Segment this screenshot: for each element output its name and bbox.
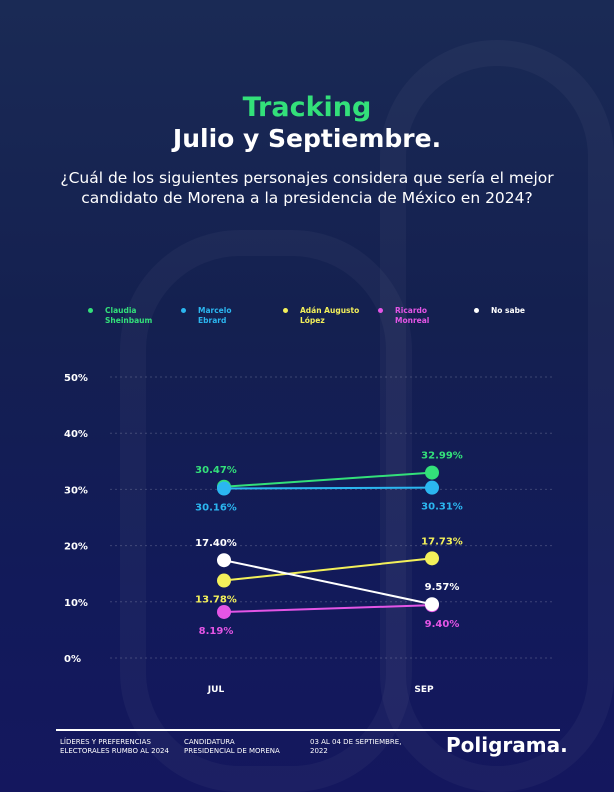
footer-study: LÍDERES Y PREFERENCIAS ELECTORALES RUMBO … bbox=[60, 738, 169, 756]
data-label: 30.16% bbox=[195, 503, 237, 514]
data-point bbox=[425, 597, 439, 612]
data-label: 9.57% bbox=[425, 582, 460, 593]
legend-dot-icon bbox=[378, 308, 383, 313]
data-point bbox=[217, 553, 231, 568]
legend-label: Ricardo Monreal bbox=[395, 306, 430, 325]
legend-item: Adán Augusto López bbox=[283, 306, 359, 326]
y-tick-label: 50% bbox=[64, 373, 88, 384]
footer-text: 2022 bbox=[310, 747, 328, 755]
data-point bbox=[425, 465, 439, 480]
data-point bbox=[217, 604, 231, 619]
poligrama-logo: Poligrama. bbox=[446, 733, 568, 757]
legend-dot-icon bbox=[474, 308, 479, 313]
data-label: 32.99% bbox=[421, 451, 463, 462]
y-tick-label: 30% bbox=[64, 485, 88, 496]
legend-item: Ricardo Monreal bbox=[378, 306, 429, 326]
footer-text: ELECTORALES RUMBO AL 2024 bbox=[60, 747, 169, 755]
series-line bbox=[223, 559, 433, 606]
series-line bbox=[223, 471, 433, 488]
legend-item: Marcelo Ebrard bbox=[181, 306, 231, 326]
title-tracking: Tracking bbox=[242, 92, 372, 123]
footer-text: 03 AL 04 DE SEPTIEMBRE, bbox=[310, 738, 402, 746]
footer-divider bbox=[56, 729, 560, 731]
series-line bbox=[223, 557, 433, 582]
series-line bbox=[223, 604, 433, 613]
data-label: 17.73% bbox=[421, 536, 463, 547]
legend-item: Claudia Sheinbaum bbox=[88, 306, 152, 326]
x-tick-label: JUL bbox=[207, 685, 225, 695]
survey-question: ¿Cuál de los siguientes personajes consi… bbox=[60, 169, 554, 207]
data-label: 30.31% bbox=[421, 502, 463, 513]
title-period: Julio y Septiembre. bbox=[172, 124, 442, 153]
data-label: 13.78% bbox=[195, 595, 237, 606]
data-label: 17.40% bbox=[195, 538, 237, 549]
y-tick-label: 20% bbox=[64, 542, 88, 553]
data-point bbox=[425, 551, 439, 566]
legend-label: No sabe bbox=[491, 306, 526, 315]
y-tick-label: 10% bbox=[64, 598, 88, 609]
legend-dot-icon bbox=[181, 308, 186, 313]
x-tick-label: SEP bbox=[414, 685, 434, 695]
footer-date: 03 AL 04 DE SEPTIEMBRE, 2022 bbox=[310, 738, 401, 756]
legend-label: Claudia Sheinbaum bbox=[105, 306, 153, 325]
y-tick-label: 0% bbox=[64, 654, 81, 665]
data-label: 30.47% bbox=[195, 465, 237, 476]
legend-label: Marcelo Ebrard bbox=[198, 306, 232, 325]
data-point bbox=[425, 480, 439, 495]
legend-dot-icon bbox=[283, 308, 288, 313]
data-point bbox=[217, 481, 231, 496]
legend-item: No sabe bbox=[474, 306, 525, 316]
footer-text: LÍDERES Y PREFERENCIAS bbox=[60, 738, 151, 746]
data-label: 8.19% bbox=[199, 626, 234, 637]
y-tick-label: 40% bbox=[64, 429, 88, 440]
series-line bbox=[223, 486, 433, 490]
footer-text: PRESIDENCIAL DE MORENA bbox=[184, 747, 280, 755]
footer-text: CANDIDATURA bbox=[184, 738, 235, 746]
legend-label: Adán Augusto López bbox=[300, 306, 360, 325]
footer-topic: CANDIDATURA PRESIDENCIAL DE MORENA bbox=[184, 738, 280, 756]
data-point bbox=[217, 573, 231, 588]
data-label: 9.40% bbox=[425, 619, 460, 630]
legend-dot-icon bbox=[88, 308, 93, 313]
